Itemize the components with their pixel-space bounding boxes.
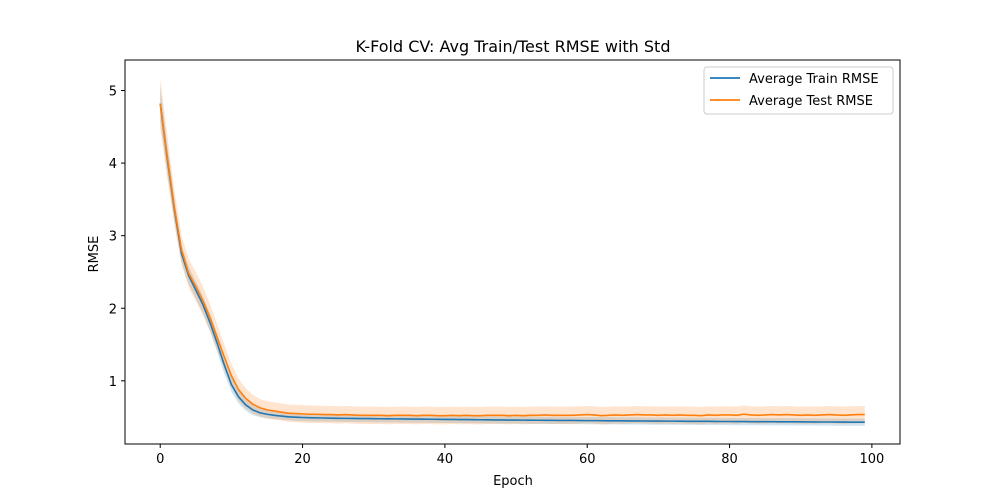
y-tick-label: 4 [109, 157, 117, 172]
x-tick-label: 60 [579, 452, 596, 467]
y-tick-label: 5 [109, 84, 117, 99]
y-tick-label: 2 [109, 302, 117, 317]
legend: Average Train RMSE Average Test RMSE [703, 66, 894, 115]
x-tick-label: 40 [437, 452, 454, 467]
y-axis-ticks: 1 2 3 4 5 [109, 84, 125, 390]
legend-box [703, 66, 894, 115]
legend-label-average-test-rmse: Average Test RMSE [749, 94, 873, 109]
y-axis-label: RMSE [87, 236, 102, 273]
y-tick-label: 1 [109, 375, 117, 390]
average-test-rmse-line [159, 103, 865, 417]
x-tick-label: 0 [156, 452, 164, 467]
legend-label-average-train-rmse: Average Train RMSE [749, 72, 879, 87]
x-tick-label: 100 [859, 452, 884, 467]
x-axis-label: Epoch [493, 474, 533, 489]
series-lines [159, 103, 865, 424]
chart-title: K-Fold CV: Avg Train/Test RMSE with Std [356, 37, 671, 56]
y-tick-label: 3 [109, 230, 117, 245]
plot-frame [124, 59, 901, 445]
x-tick-label: 20 [294, 452, 311, 467]
x-tick-label: 80 [721, 452, 738, 467]
average-train-rmse-line [159, 103, 865, 424]
x-axis-ticks: 0 20 40 60 80 100 [156, 444, 884, 467]
